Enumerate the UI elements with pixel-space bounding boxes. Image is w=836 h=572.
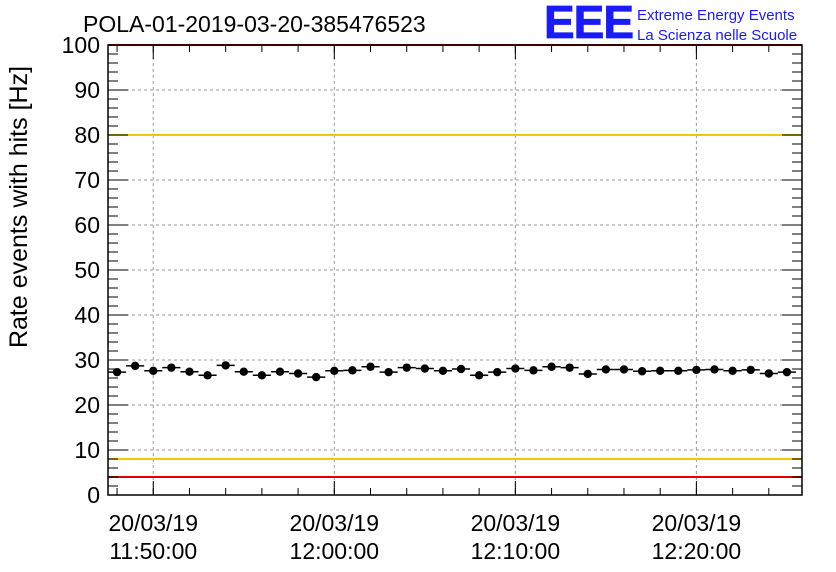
x-tick-label-date: 20/03/19 — [652, 510, 742, 536]
data-point — [619, 365, 629, 374]
data-point — [112, 367, 122, 377]
data-point — [366, 362, 375, 371]
x-tick-label-date: 20/03/19 — [108, 510, 198, 536]
y-tick-label: 30 — [74, 347, 100, 373]
data-point — [330, 366, 339, 375]
y-tick-label: 20 — [74, 392, 100, 418]
data-point — [420, 364, 430, 373]
data-point — [239, 367, 248, 376]
data-point — [348, 366, 357, 375]
data-point — [257, 371, 267, 380]
y-tick-label: 80 — [74, 122, 100, 148]
data-point — [312, 372, 321, 382]
data-point — [674, 366, 683, 375]
data-point — [565, 363, 574, 372]
data-point — [167, 363, 176, 372]
data-point — [764, 369, 774, 378]
chart-title: POLA-01-2019-03-20-385476523 — [83, 11, 426, 37]
y-tick-label: 0 — [87, 482, 100, 508]
data-point — [221, 361, 230, 370]
grid — [108, 45, 802, 495]
data-point — [782, 367, 792, 377]
data-point — [692, 365, 701, 375]
y-tick-label: 10 — [74, 437, 100, 463]
y-tick-label: 90 — [74, 77, 100, 103]
data-point — [511, 364, 520, 373]
eee-logo: EEE Extreme Energy Events La Scienza nel… — [544, 0, 798, 48]
x-tick-label-time: 12:20:00 — [652, 538, 742, 564]
data-series — [108, 361, 796, 382]
data-point — [583, 369, 592, 379]
logo-mark: EEE — [544, 0, 633, 48]
data-point — [728, 366, 737, 375]
data-point — [130, 361, 140, 371]
data-point — [547, 362, 556, 371]
x-tick-label-time: 12:10:00 — [471, 538, 561, 564]
data-point — [149, 366, 158, 375]
data-point — [384, 367, 393, 377]
y-tick-label: 100 — [62, 32, 100, 58]
y-axis-ticks: 0 10 20 30 40 50 60 70 80 90 100 — [62, 32, 802, 508]
data-point — [438, 366, 448, 375]
y-tick-label: 60 — [74, 212, 100, 238]
data-point — [293, 369, 303, 378]
data-point — [185, 367, 194, 376]
data-point — [655, 366, 665, 375]
data-point — [203, 371, 212, 380]
data-point — [637, 367, 647, 376]
data-point — [493, 367, 502, 377]
data-point — [529, 366, 538, 375]
reference-lines — [108, 44, 802, 478]
logo-line-1: Extreme Energy Events — [637, 7, 795, 24]
x-axis-ticks: 20/03/1911:50:0020/03/1912:00:0020/03/19… — [108, 45, 770, 564]
data-point — [601, 365, 611, 374]
y-tick-label: 50 — [74, 257, 100, 283]
data-point — [474, 371, 484, 380]
y-tick-label: 70 — [74, 167, 100, 193]
y-tick-label: 40 — [74, 302, 100, 328]
x-tick-label-time: 12:00:00 — [290, 538, 380, 564]
data-point — [710, 365, 719, 374]
data-point — [402, 363, 411, 372]
x-tick-label-time: 11:50:00 — [109, 538, 197, 564]
x-tick-label-date: 20/03/19 — [471, 510, 561, 536]
y-axis-title: Rate events with hits [Hz] — [5, 66, 33, 348]
data-point — [275, 367, 285, 376]
x-tick-label-date: 20/03/19 — [290, 510, 380, 536]
data-point — [746, 365, 755, 375]
data-point — [456, 364, 466, 374]
logo-line-2: La Scienza nelle Scuole — [637, 27, 797, 44]
